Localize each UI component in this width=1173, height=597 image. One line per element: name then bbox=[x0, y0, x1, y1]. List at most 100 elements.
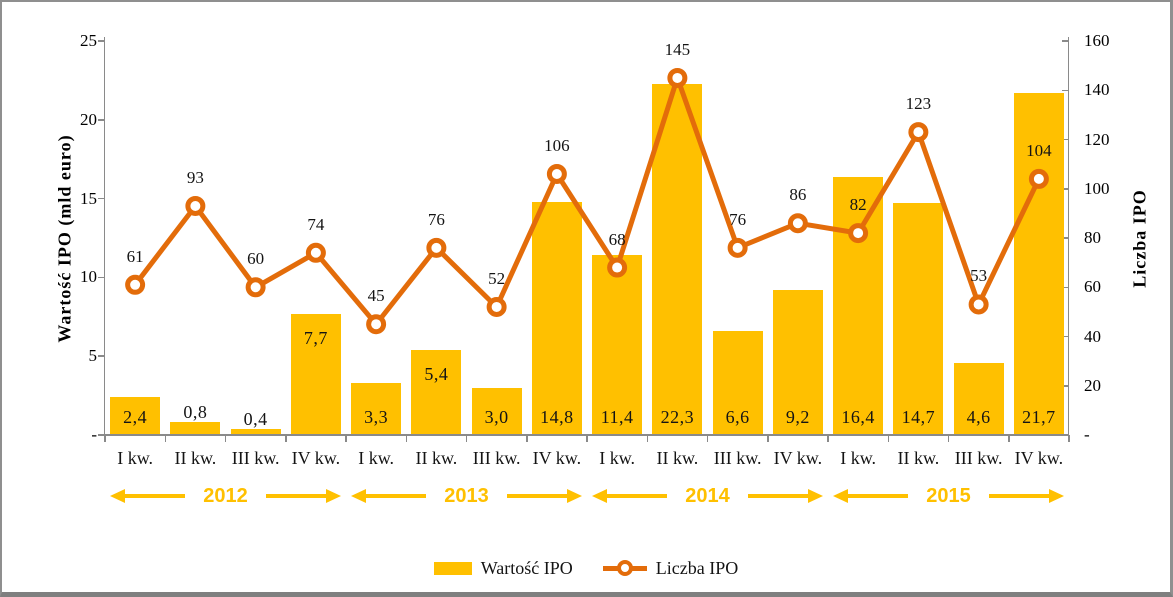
bar-wartosc-ipo bbox=[1013, 93, 1064, 435]
right-axis-tick bbox=[1062, 40, 1068, 42]
x-axis-tick bbox=[285, 435, 287, 442]
x-axis-category-label: II kw. bbox=[656, 448, 699, 468]
left-axis-line bbox=[103, 37, 105, 442]
bar-wartosc-ipo bbox=[290, 313, 341, 435]
bar-wartosc-ipo bbox=[411, 349, 462, 435]
year-range-2013: 2013 bbox=[351, 486, 582, 506]
x-axis-category-label: III kw. bbox=[713, 448, 762, 468]
right-axis-tick-label: 60 bbox=[1084, 277, 1101, 297]
year-range-2014: 2014 bbox=[592, 486, 823, 506]
x-axis-category-label: I kw. bbox=[358, 448, 395, 468]
left-axis-tick-label: - bbox=[91, 425, 97, 444]
right-axis-tick bbox=[1062, 385, 1068, 387]
line-marker-circle bbox=[1028, 168, 1049, 189]
right-axis-tick bbox=[1062, 138, 1068, 141]
legend-label: Wartość IPO bbox=[480, 557, 573, 578]
bar-data-label: 3,0 bbox=[484, 407, 509, 427]
x-axis-tick bbox=[887, 435, 889, 442]
year-label: 2013 bbox=[444, 485, 489, 507]
bar-data-label: 6,6 bbox=[725, 407, 750, 427]
x-axis-category-label: II kw. bbox=[415, 448, 458, 468]
bar-wartosc-ipo bbox=[652, 83, 703, 435]
x-axis-tick bbox=[465, 435, 468, 442]
x-axis-category-label: IV kw. bbox=[291, 448, 341, 468]
liczba-ipo-line bbox=[133, 70, 1042, 329]
year-arrow-line bbox=[848, 494, 909, 498]
year-arrow-line bbox=[125, 494, 186, 498]
line-marker-circle bbox=[607, 257, 628, 278]
left-axis-tick bbox=[98, 355, 104, 357]
bar-wartosc-ipo bbox=[772, 290, 823, 435]
line-data-label: 60 bbox=[247, 249, 265, 269]
line-marker-circle bbox=[667, 67, 688, 88]
line-data-label: 93 bbox=[186, 167, 204, 187]
line-data-label: 74 bbox=[307, 214, 325, 234]
legend-item-wartosc-ipo: Wartość IPO bbox=[433, 557, 573, 579]
right-axis-tick bbox=[1062, 89, 1068, 91]
year-arrowhead-right bbox=[808, 489, 823, 503]
line-data-label: 61 bbox=[126, 246, 144, 266]
right-axis-tick-label: 40 bbox=[1084, 326, 1101, 346]
year-label: 2014 bbox=[685, 485, 730, 507]
line-data-label: 145 bbox=[664, 39, 691, 59]
bar-data-label: 3,3 bbox=[364, 407, 389, 427]
right-axis-tick-label: 160 bbox=[1084, 31, 1110, 50]
bar-data-label: 14,7 bbox=[901, 407, 936, 427]
year-label: 2015 bbox=[926, 485, 971, 507]
chart-legend: Wartość IPO Liczba IPO bbox=[2, 554, 1170, 582]
legend-line-marker bbox=[616, 560, 633, 576]
line-data-label: 123 bbox=[905, 94, 932, 114]
bar-data-label: 16,4 bbox=[841, 407, 875, 427]
line-marker-circle bbox=[546, 163, 567, 184]
bar-data-label: 11,4 bbox=[600, 407, 634, 427]
bar-data-label: 0,4 bbox=[243, 408, 268, 429]
legend-item-liczba-ipo: Liczba IPO bbox=[602, 557, 739, 579]
x-axis-tick bbox=[1068, 435, 1070, 442]
year-arrowhead-right bbox=[1049, 489, 1064, 503]
line-data-label: 106 bbox=[544, 135, 570, 155]
line-data-label: 76 bbox=[729, 209, 747, 229]
legend-bar-swatch bbox=[433, 561, 472, 575]
line-marker-circle bbox=[245, 277, 266, 298]
legend-label: Liczba IPO bbox=[655, 557, 739, 578]
bar-data-label: 5,4 bbox=[424, 363, 449, 384]
line-marker-circle bbox=[305, 242, 326, 263]
year-arrow-line bbox=[988, 494, 1049, 498]
x-axis-tick bbox=[767, 435, 769, 442]
bar-wartosc-ipo bbox=[110, 397, 161, 435]
right-axis-tick bbox=[1062, 237, 1068, 239]
x-axis-category-label: IV kw. bbox=[773, 448, 823, 468]
year-range-2012: 2012 bbox=[110, 486, 341, 506]
x-axis-line-overlay bbox=[103, 434, 1069, 436]
x-axis-category-label: I kw. bbox=[599, 448, 636, 468]
line-data-label: 86 bbox=[789, 185, 807, 205]
bar-data-label: 21,7 bbox=[1022, 407, 1056, 427]
left-axis-tick-label: 5 bbox=[88, 346, 98, 366]
x-axis-tick bbox=[646, 435, 648, 442]
line-data-label: 52 bbox=[488, 268, 506, 288]
right-axis-tick bbox=[1062, 286, 1068, 288]
left-axis-tick-label: 15 bbox=[80, 188, 97, 208]
line-data-label: 53 bbox=[970, 266, 988, 286]
year-arrow-line bbox=[366, 494, 427, 498]
line-marker-circle bbox=[426, 237, 447, 258]
year-arrow-line bbox=[506, 494, 567, 498]
x-axis-tick bbox=[947, 435, 950, 442]
line-marker-circle bbox=[727, 237, 748, 258]
left-axis-tick bbox=[98, 119, 104, 121]
left-axis-tick-label: 10 bbox=[80, 267, 97, 287]
bar-data-label: 4,6 bbox=[966, 407, 991, 427]
bar-wartosc-ipo bbox=[230, 428, 281, 435]
x-axis-tick bbox=[224, 435, 227, 442]
bar-wartosc-ipo bbox=[893, 203, 944, 435]
bar-data-label: 9,2 bbox=[785, 407, 810, 427]
x-axis-category-label: III kw. bbox=[954, 448, 1003, 468]
x-axis-category-label: II kw. bbox=[897, 448, 940, 468]
line-data-label: 82 bbox=[849, 195, 867, 215]
year-range-2015: 2015 bbox=[833, 486, 1064, 506]
bar-data-label: 0,8 bbox=[183, 402, 208, 423]
right-axis-tick-label: 120 bbox=[1084, 129, 1110, 149]
year-arrowhead-left bbox=[351, 489, 366, 503]
year-label: 2012 bbox=[203, 485, 248, 507]
